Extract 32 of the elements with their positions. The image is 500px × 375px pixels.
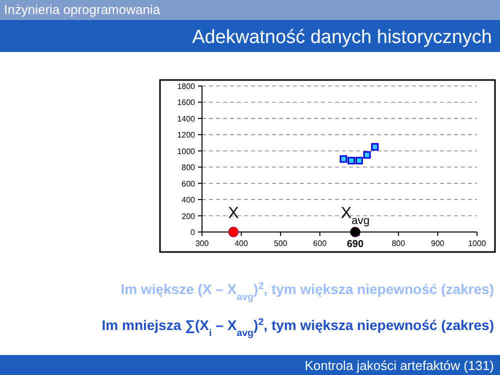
x-tick-label: 900: [431, 239, 445, 248]
x-tick-label: 400: [234, 239, 249, 248]
x-tick-label: 800: [392, 239, 406, 248]
point: [228, 226, 239, 238]
y-tick-label: 600: [182, 179, 196, 188]
y-tick-label: 200: [182, 212, 196, 221]
annotation: 690: [346, 239, 364, 250]
x-tick-label: 300: [195, 239, 210, 248]
text: Im mniejsza ∑(X$_{i}$ – X$_{avg}$)$^{2}$, tym większa niepewność (zakres): [102, 316, 494, 338]
y-tick-label: 1600: [177, 98, 196, 108]
y-tick-label: 400: [182, 196, 196, 205]
y-tick-label: 1400: [177, 114, 196, 124]
series-label: X: [228, 205, 240, 222]
x-tick-label: 600: [313, 239, 328, 248]
text: Kontrola jakości artefaktów (131): [304, 358, 494, 373]
chart-title: Adekwatność danych historycznych: [192, 27, 492, 48]
x-tick-label: 500: [274, 239, 288, 248]
series-label: X$_{avg}$: [340, 205, 370, 227]
text: Im większe (X – X$_{avg}$)$^{2}$, tym większa niepewność (zakres): [120, 280, 494, 302]
y-tick-label: 0: [190, 228, 196, 237]
y-tick-label: 1800: [177, 82, 196, 91]
point: [340, 155, 348, 163]
y-tick-label: 800: [182, 163, 196, 172]
point: [355, 156, 363, 164]
point: [363, 151, 371, 159]
point: [350, 226, 360, 238]
text: Inżynieria oprogramowania: [4, 2, 161, 17]
x-tick-label: 1000: [468, 239, 486, 248]
y-tick-label: 1000: [177, 146, 196, 156]
point: [371, 143, 379, 151]
y-tick-label: 1200: [177, 130, 196, 140]
point: [348, 156, 356, 164]
